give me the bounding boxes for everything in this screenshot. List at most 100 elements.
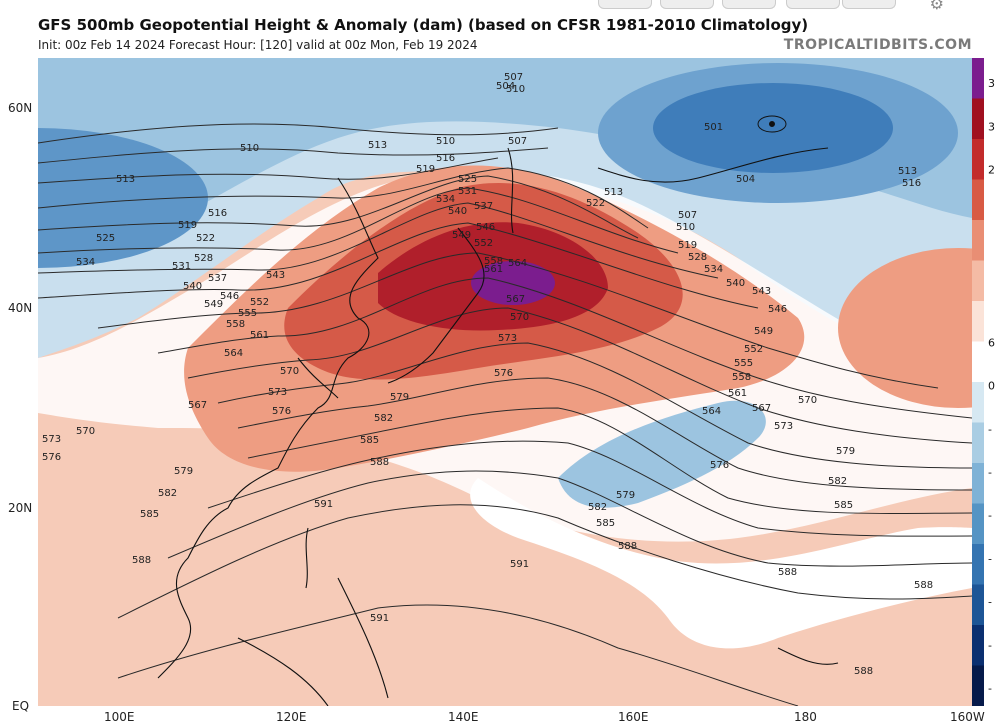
svg-text:540: 540 [183, 281, 202, 292]
svg-text:591: 591 [510, 559, 529, 570]
colorbar-label: 2 [988, 164, 995, 177]
svg-text:549: 549 [452, 230, 471, 241]
svg-text:510: 510 [436, 136, 455, 147]
svg-text:549: 549 [204, 299, 223, 310]
svg-text:522: 522 [196, 233, 215, 244]
svg-text:588: 588 [914, 580, 933, 591]
map-subtitle: Init: 00z Feb 14 2024 Forecast Hour: [12… [38, 38, 478, 52]
height-contours [38, 123, 972, 706]
colorbar-swatch [972, 463, 984, 504]
svg-text:570: 570 [798, 395, 817, 406]
colorbar-label: - [988, 552, 992, 565]
svg-text:552: 552 [474, 238, 493, 249]
svg-text:525: 525 [458, 174, 477, 185]
colorbar-swatch [972, 625, 984, 666]
svg-text:588: 588 [854, 666, 873, 677]
svg-text:516: 516 [208, 208, 227, 219]
gear-icon[interactable]: ⚙ [929, 0, 944, 13]
svg-text:564: 564 [224, 348, 243, 359]
toolbar-tab[interactable] [660, 0, 714, 9]
low-center [757, 115, 787, 133]
svg-text:588: 588 [132, 555, 151, 566]
svg-text:534: 534 [704, 264, 723, 275]
svg-text:546: 546 [476, 222, 495, 233]
colorbar-swatch [972, 220, 984, 261]
toolbar-tab[interactable] [598, 0, 652, 9]
map-title: GFS 500mb Geopotential Height & Anomaly … [38, 16, 809, 34]
lat-label: 40N [8, 301, 33, 315]
svg-text:525: 525 [96, 233, 115, 244]
svg-text:585: 585 [140, 509, 159, 520]
svg-text:540: 540 [726, 278, 745, 289]
svg-text:549: 549 [754, 326, 773, 337]
svg-text:585: 585 [360, 435, 379, 446]
svg-text:552: 552 [250, 297, 269, 308]
svg-text:519: 519 [678, 240, 697, 251]
svg-text:510: 510 [676, 222, 695, 233]
svg-text:504: 504 [496, 81, 515, 92]
svg-text:540: 540 [448, 206, 467, 217]
svg-text:507: 507 [504, 72, 523, 83]
svg-text:555: 555 [734, 358, 753, 369]
svg-text:558: 558 [484, 256, 503, 267]
svg-text:582: 582 [828, 476, 847, 487]
svg-text:588: 588 [778, 567, 797, 578]
lon-label: 180 [794, 710, 817, 724]
colorbar-label: - [988, 596, 992, 609]
lat-label: 60N [8, 101, 33, 115]
svg-text:558: 558 [226, 319, 245, 330]
svg-text:546: 546 [220, 291, 239, 302]
svg-text:579: 579 [836, 446, 855, 457]
svg-text:567: 567 [752, 403, 771, 414]
colorbar-label: - [988, 466, 992, 479]
svg-text:591: 591 [370, 613, 389, 624]
svg-text:567: 567 [506, 294, 525, 305]
lon-label: 160W [950, 710, 985, 724]
colorbar-swatch [972, 301, 984, 342]
site-brand[interactable]: TROPICALTIDBITS.COM [783, 37, 972, 53]
svg-text:543: 543 [752, 286, 771, 297]
colorbar-swatch [972, 179, 984, 221]
colorbar-label: - [988, 639, 992, 652]
svg-text:576: 576 [710, 460, 729, 471]
svg-text:519: 519 [416, 164, 435, 175]
svg-text:534: 534 [76, 257, 95, 268]
toolbar-tab[interactable] [722, 0, 776, 9]
svg-text:537: 537 [474, 201, 493, 212]
colorbar-swatch [972, 58, 984, 99]
svg-text:513: 513 [898, 166, 917, 177]
svg-text:591: 591 [314, 499, 333, 510]
svg-text:585: 585 [834, 500, 853, 511]
colorbar-swatch [972, 139, 984, 180]
svg-text:588: 588 [618, 541, 637, 552]
svg-text:507: 507 [678, 210, 697, 221]
svg-text:516: 516 [902, 178, 921, 189]
svg-text:570: 570 [280, 366, 299, 377]
svg-text:582: 582 [374, 413, 393, 424]
lon-label: 120E [276, 710, 307, 724]
colorbar: 3 3 2 6 0 - - - - - - - [972, 58, 995, 706]
toolbar-tab[interactable] [842, 0, 896, 9]
svg-text:561: 561 [250, 330, 269, 341]
svg-text:534: 534 [436, 194, 455, 205]
svg-text:552: 552 [744, 344, 763, 355]
toolbar-tab[interactable] [786, 0, 840, 9]
colorbar-swatch [972, 260, 984, 302]
svg-text:537: 537 [208, 273, 227, 284]
svg-text:558: 558 [732, 372, 751, 383]
svg-text:522: 522 [586, 198, 605, 209]
svg-text:579: 579 [390, 392, 409, 403]
svg-text:519: 519 [178, 220, 197, 231]
svg-text:531: 531 [172, 261, 191, 272]
svg-text:546: 546 [768, 304, 787, 315]
colorbar-label: - [988, 423, 992, 436]
colorbar-label: - [988, 682, 992, 695]
svg-text:585: 585 [596, 518, 615, 529]
svg-text:507: 507 [508, 136, 527, 147]
svg-text:567: 567 [188, 400, 207, 411]
svg-text:513: 513 [604, 187, 623, 198]
svg-text:528: 528 [688, 252, 707, 263]
svg-text:579: 579 [616, 490, 635, 501]
svg-text:576: 576 [42, 452, 61, 463]
